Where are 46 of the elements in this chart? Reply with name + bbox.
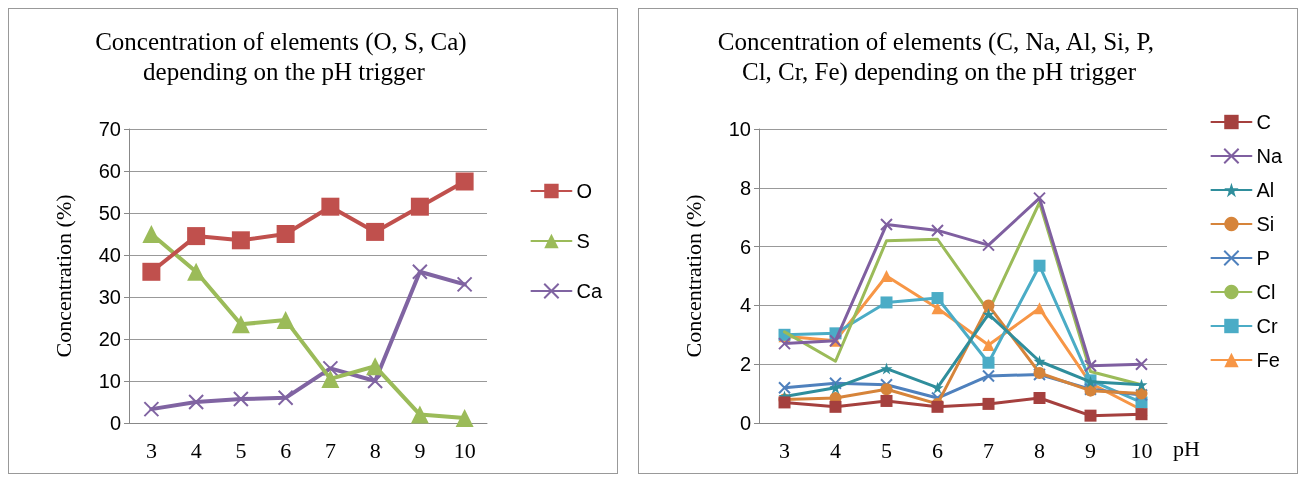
y-tick-label: 0 <box>109 412 121 434</box>
y-axis-title: Concentration (%) <box>50 194 76 358</box>
x-tick-label: 9 <box>414 437 426 463</box>
legend-label: Cl <box>1256 281 1276 303</box>
y-tick-label: 4 <box>739 294 751 317</box>
chart-title: Concentration of elements (C, Na, Al, Si, P, Cl, Cr, Fe) depending on the pH trigger <box>717 27 1161 86</box>
y-axis-title: Concentration (%) <box>680 194 706 358</box>
x-tick-label: 9 <box>1085 437 1096 463</box>
legend-label: Al <box>1256 179 1275 201</box>
y-tick-label: 10 <box>728 118 751 140</box>
y-tick-label: 40 <box>98 244 121 266</box>
x-tick-label: 10 <box>1130 437 1153 463</box>
y-tick-label: 10 <box>98 370 121 392</box>
x-tick-label: 4 <box>190 437 202 463</box>
chart-title: Concentration of elements (O, S, Ca) depending on the pH trigger <box>95 27 473 85</box>
x-tick-label: 8 <box>1034 437 1045 463</box>
legend-label: Fe <box>1256 349 1280 371</box>
legend-label: Ca <box>576 280 603 302</box>
legend-label: P <box>1256 247 1270 269</box>
y-tick-label: 30 <box>98 286 121 308</box>
x-tick-label: 10 <box>453 437 476 463</box>
x-tick-label: 5 <box>235 437 247 463</box>
legend-label: Cr <box>1256 315 1278 337</box>
y-tick-label: 20 <box>98 328 121 350</box>
x-tick-label: 8 <box>369 437 381 463</box>
y-tick-label: 8 <box>739 176 751 199</box>
x-tick-label: 7 <box>983 437 994 463</box>
x-tick-label: 4 <box>830 437 841 463</box>
x-axis-title: pH <box>1173 435 1200 461</box>
y-tick-label: 2 <box>739 353 751 376</box>
x-tick-label: 5 <box>881 437 892 463</box>
legend-label: O <box>576 180 592 202</box>
x-tick-label: 3 <box>779 437 790 463</box>
x-tick-label: 7 <box>324 437 336 463</box>
y-tick-label: 60 <box>98 160 121 182</box>
legend-label: Na <box>1256 145 1283 167</box>
y-tick-label: 6 <box>739 235 751 258</box>
x-tick-label: 6 <box>932 437 943 463</box>
legend-label: S <box>576 230 590 252</box>
x-tick-label: 6 <box>280 437 292 463</box>
y-tick-label: 0 <box>739 412 751 434</box>
y-tick-label: 50 <box>98 202 121 224</box>
legend-label: Si <box>1256 213 1275 235</box>
y-tick-label: 70 <box>98 118 121 140</box>
x-tick-label: 3 <box>145 437 157 463</box>
legend-label: C <box>1256 111 1271 133</box>
